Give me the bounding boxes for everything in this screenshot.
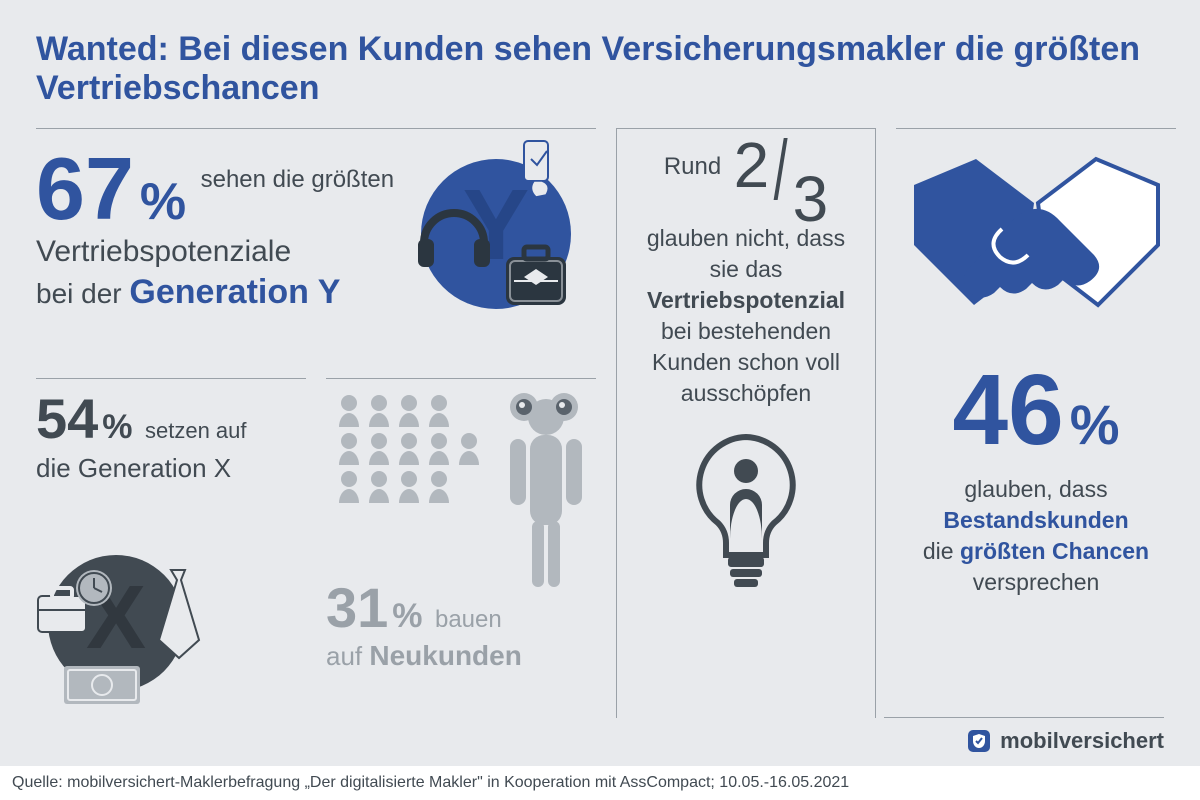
generation-y-em: Generation Y <box>129 273 340 311</box>
fraction-2-3: 2/3 <box>734 145 829 197</box>
stat-67-pct: % <box>140 173 186 231</box>
panel2b-line-a: bauen <box>435 606 502 634</box>
panel-generation-y: 67% sehen die größten Vertriebspotenzial… <box>36 128 596 378</box>
brand-name: mobilversichert <box>1000 728 1164 754</box>
stat-54-pct: % <box>102 408 132 446</box>
generation-y-circle-icon: Y <box>406 139 586 319</box>
panel2a-line-a: setzen auf <box>145 418 247 444</box>
stat-31-value: 31 <box>326 576 388 639</box>
panel2b-text: 31% bauen auf Neukunden <box>326 580 596 672</box>
binoculars-person-icon <box>486 391 596 601</box>
rund-label: Rund <box>664 153 721 181</box>
panel4-body: glauben, dass Bestandskunden die größten… <box>896 474 1176 598</box>
main-panel: Wanted: Bei diesen Kunden sehen Versiche… <box>0 0 1200 766</box>
panel1-line-a: sehen die größten <box>201 167 394 193</box>
panel-generation-x: 54% setzen auf die Generation X X <box>36 378 306 718</box>
brand-logo: mobilversichert <box>884 717 1164 754</box>
neukunden-em: Neukunden <box>369 640 521 671</box>
stat-67-value: 67 <box>36 139 134 238</box>
content-grid: 67% sehen die größten Vertriebspotenzial… <box>36 128 1164 718</box>
panel-neukunden: 31% bauen auf Neukunden <box>326 378 596 718</box>
panel2a-line-b: die Generation X <box>36 453 306 484</box>
page-title: Wanted: Bei diesen Kunden sehen Versiche… <box>36 30 1164 108</box>
handshake-icon <box>906 145 1166 335</box>
panel-row-2: 54% setzen auf die Generation X X <box>36 378 596 718</box>
generation-x-circle-icon: X <box>36 548 246 708</box>
panel-two-thirds: Rund 2/3 glauben nicht, dass sie das Ver… <box>616 128 876 718</box>
infographic-container: Wanted: Bei diesen Kunden sehen Versiche… <box>0 0 1200 800</box>
shield-icon <box>966 728 992 754</box>
crowd-icon <box>334 391 484 511</box>
panel-46-bestandskunden: 46% glauben, dass Bestandskunden die grö… <box>896 128 1176 718</box>
stat-46-value: 46 <box>952 354 1063 466</box>
panel3-fraction-row: Rund 2/3 <box>631 145 861 197</box>
panel2b-line-b: auf Neukunden <box>326 640 596 672</box>
source-footer: Quelle: mobilversichert-Maklerbefragung … <box>0 766 1200 800</box>
lightbulb-person-icon <box>686 429 806 599</box>
stat-54-value: 54 <box>36 387 98 450</box>
stat-46-pct: % <box>1070 393 1120 456</box>
panel3-body: glauben nicht, dass sie das Vertriebspot… <box>631 223 861 409</box>
stat-31-pct: % <box>392 597 422 635</box>
